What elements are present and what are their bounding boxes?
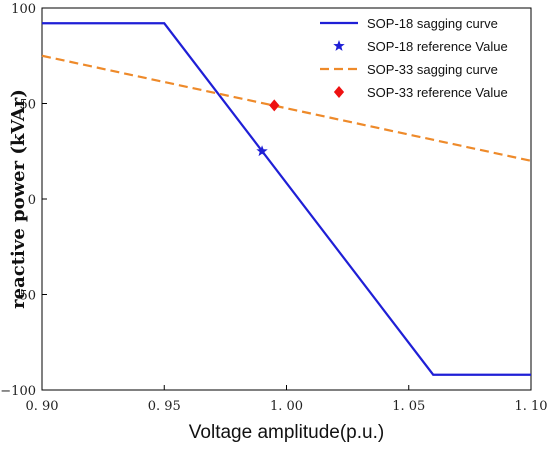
y-axis-title: reactive power (kVAr): [8, 89, 29, 309]
x-tick-label: 0. 90: [25, 399, 58, 414]
legend: SOP-18 sagging curve SOP-18 reference Val…: [320, 16, 508, 100]
x-tick-label: 1. 00: [270, 399, 303, 414]
legend-label-3: SOP-33 sagging curve: [367, 62, 498, 77]
legend-label-1: SOP-18 sagging curve: [367, 16, 498, 31]
x-tick-label: 1. 05: [392, 399, 425, 414]
x-tick-label: 1. 10: [514, 399, 547, 414]
y-tick-label: −100: [0, 384, 36, 399]
series-line-1: [42, 22, 531, 376]
y-tick-label: 100: [11, 2, 36, 17]
series-layer: [41, 22, 532, 376]
legend-label-4: SOP-33 reference Value: [367, 85, 508, 100]
x-axis-title: Voltage amplitude(p.u.): [189, 422, 384, 443]
y-tick-label: 50: [19, 98, 36, 113]
y-tick-label: 50: [19, 289, 36, 304]
legend-swatch-2: [333, 40, 345, 51]
axis-ticks: 0. 90 0. 95 1. 00 1. 05 1. 10 100 50 0 50 −100: [0, 2, 547, 414]
reference-point-1: [256, 145, 268, 157]
legend-swatch-4: [333, 86, 345, 98]
reference-point-2: [269, 99, 280, 112]
x-tick-label: 0. 95: [148, 399, 181, 414]
legend-label-2: SOP-18 reference Value: [367, 39, 508, 54]
y-tick-label: 0: [28, 193, 36, 208]
